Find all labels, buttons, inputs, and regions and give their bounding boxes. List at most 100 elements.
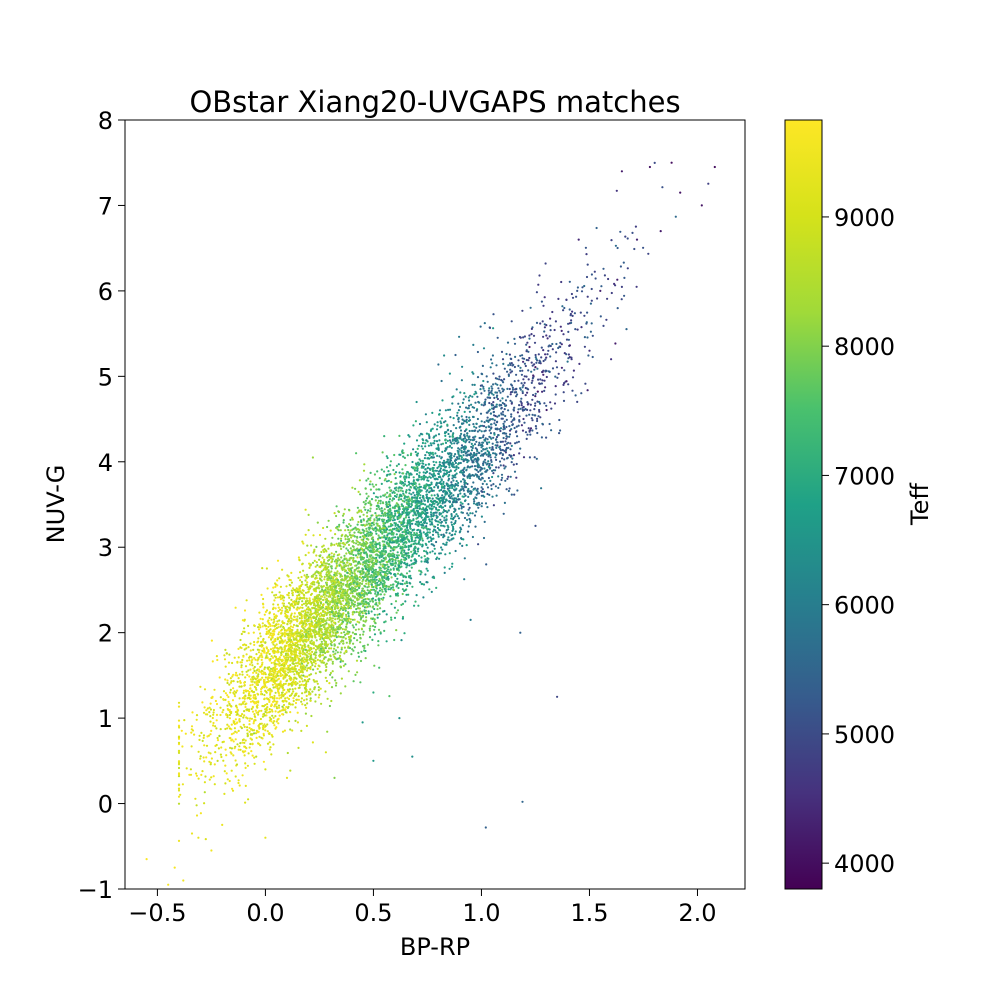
data-point xyxy=(320,550,323,554)
data-point xyxy=(364,502,367,505)
data-point xyxy=(241,738,244,742)
data-point xyxy=(410,563,413,566)
data-point xyxy=(399,547,402,550)
data-point xyxy=(271,656,275,659)
data-point xyxy=(462,487,465,490)
data-point xyxy=(373,578,376,581)
data-point xyxy=(390,576,393,579)
data-point xyxy=(433,552,437,555)
data-point xyxy=(389,568,392,571)
data-point xyxy=(458,457,461,460)
data-point xyxy=(424,454,427,457)
data-point xyxy=(371,597,375,600)
data-point xyxy=(245,599,248,602)
data-point xyxy=(249,678,252,681)
data-point xyxy=(447,526,450,529)
data-point xyxy=(513,493,516,496)
data-point xyxy=(248,696,251,700)
data-point xyxy=(527,350,530,353)
data-point xyxy=(263,697,266,700)
data-point xyxy=(179,793,182,796)
data-point xyxy=(501,476,504,479)
data-point xyxy=(417,554,421,557)
data-point xyxy=(327,599,330,603)
data-point xyxy=(265,630,268,634)
data-point xyxy=(474,435,477,438)
data-point xyxy=(347,615,350,618)
data-point xyxy=(383,435,386,438)
data-point xyxy=(425,567,428,570)
data-point xyxy=(586,263,589,266)
data-point xyxy=(603,274,607,277)
data-point xyxy=(562,383,565,386)
data-point xyxy=(145,858,148,861)
data-point xyxy=(449,506,452,509)
data-point xyxy=(330,699,333,703)
data-point xyxy=(491,495,494,498)
data-point xyxy=(438,409,442,412)
data-point xyxy=(285,776,289,780)
data-point xyxy=(317,584,320,587)
data-point xyxy=(482,425,486,428)
data-point xyxy=(292,618,295,621)
data-point xyxy=(300,700,303,703)
data-point xyxy=(478,503,481,506)
data-point xyxy=(401,588,404,591)
data-point xyxy=(571,376,575,379)
data-point xyxy=(326,730,329,733)
data-point xyxy=(295,698,299,701)
data-point xyxy=(504,451,507,454)
data-point xyxy=(347,670,350,673)
data-point xyxy=(468,429,471,433)
data-point xyxy=(327,519,330,522)
data-point xyxy=(216,736,219,740)
data-point xyxy=(586,311,589,314)
data-point xyxy=(285,641,288,645)
data-point xyxy=(389,572,392,575)
data-point xyxy=(243,697,246,700)
data-point xyxy=(428,472,431,475)
data-point xyxy=(362,645,365,648)
data-point xyxy=(324,663,327,667)
data-point xyxy=(291,594,294,597)
data-point xyxy=(298,649,301,652)
data-point xyxy=(319,687,322,690)
data-point xyxy=(492,372,495,375)
data-point xyxy=(376,616,379,619)
data-point xyxy=(322,598,325,602)
data-point xyxy=(488,387,491,390)
data-point xyxy=(512,463,515,466)
data-point xyxy=(431,474,435,478)
data-point xyxy=(534,414,537,417)
data-point xyxy=(516,411,520,414)
data-point xyxy=(284,697,287,700)
data-point xyxy=(278,694,281,697)
data-point xyxy=(348,523,351,526)
data-point xyxy=(328,704,331,708)
data-point xyxy=(465,544,468,547)
data-point xyxy=(454,549,457,553)
data-point xyxy=(435,447,438,450)
data-point xyxy=(264,729,267,732)
data-point xyxy=(436,454,439,457)
data-point xyxy=(379,527,382,531)
data-point xyxy=(463,392,466,395)
data-point xyxy=(395,554,399,557)
data-point xyxy=(292,697,295,700)
data-point xyxy=(476,417,479,421)
data-point xyxy=(399,481,402,485)
data-point xyxy=(278,591,281,594)
data-point xyxy=(244,694,247,697)
data-point xyxy=(247,752,250,755)
data-point xyxy=(334,679,337,682)
data-point xyxy=(485,419,488,422)
data-point xyxy=(405,491,408,494)
data-point xyxy=(317,586,320,589)
data-point xyxy=(401,579,404,582)
data-point xyxy=(363,506,366,509)
data-point xyxy=(191,711,194,714)
data-point xyxy=(265,714,268,717)
data-point xyxy=(410,577,413,580)
data-point xyxy=(619,265,623,268)
data-point xyxy=(561,305,564,308)
